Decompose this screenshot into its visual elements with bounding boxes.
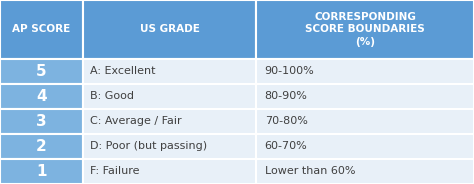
Text: D: Poor (but passing): D: Poor (but passing) — [90, 141, 207, 151]
Text: 3: 3 — [36, 114, 47, 129]
Text: 60-70%: 60-70% — [264, 141, 308, 151]
Text: Lower than 60%: Lower than 60% — [264, 167, 355, 176]
FancyBboxPatch shape — [0, 159, 83, 184]
FancyBboxPatch shape — [256, 109, 474, 134]
FancyBboxPatch shape — [0, 134, 83, 159]
Text: B: Good: B: Good — [90, 91, 134, 101]
FancyBboxPatch shape — [256, 59, 474, 84]
Text: 90-100%: 90-100% — [264, 66, 314, 76]
FancyBboxPatch shape — [256, 84, 474, 109]
Text: AP SCORE: AP SCORE — [12, 24, 71, 34]
Text: 70-80%: 70-80% — [264, 116, 308, 126]
FancyBboxPatch shape — [83, 109, 256, 134]
Text: A: Excellent: A: Excellent — [90, 66, 155, 76]
Text: 5: 5 — [36, 64, 47, 79]
Text: 1: 1 — [36, 164, 47, 179]
FancyBboxPatch shape — [256, 134, 474, 159]
FancyBboxPatch shape — [83, 159, 256, 184]
Text: 4: 4 — [36, 89, 47, 104]
Text: 80-90%: 80-90% — [264, 91, 308, 101]
FancyBboxPatch shape — [256, 159, 474, 184]
FancyBboxPatch shape — [83, 84, 256, 109]
FancyBboxPatch shape — [83, 134, 256, 159]
FancyBboxPatch shape — [83, 0, 256, 59]
FancyBboxPatch shape — [83, 59, 256, 84]
FancyBboxPatch shape — [0, 0, 83, 59]
FancyBboxPatch shape — [0, 59, 83, 84]
FancyBboxPatch shape — [0, 109, 83, 134]
FancyBboxPatch shape — [256, 0, 474, 59]
Text: US GRADE: US GRADE — [139, 24, 200, 34]
FancyBboxPatch shape — [0, 84, 83, 109]
Text: 2: 2 — [36, 139, 47, 154]
Text: CORRESPONDING
SCORE BOUNDARIES
(%): CORRESPONDING SCORE BOUNDARIES (%) — [305, 12, 425, 47]
Text: C: Average / Fair: C: Average / Fair — [90, 116, 182, 126]
Text: F: Failure: F: Failure — [90, 167, 139, 176]
